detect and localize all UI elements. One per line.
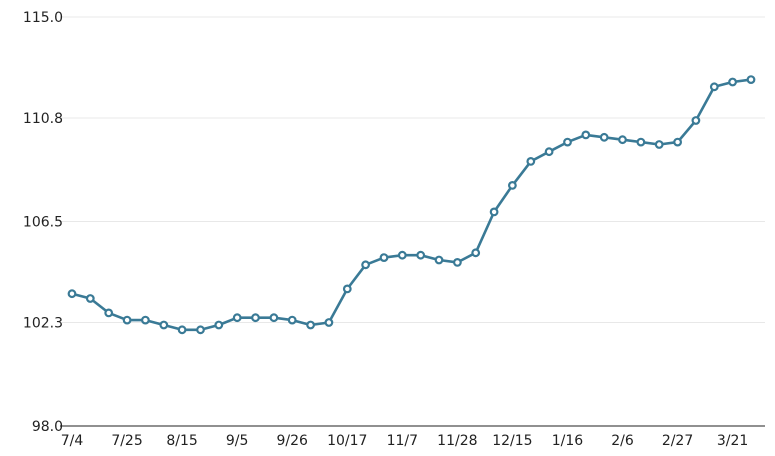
data-point[interactable] xyxy=(599,132,609,142)
data-point[interactable] xyxy=(581,130,591,140)
data-point[interactable] xyxy=(342,284,352,294)
x-tick-label: 1/16 xyxy=(552,433,584,449)
x-tick-label: 2/6 xyxy=(611,433,634,449)
y-tick-label: 115.0 xyxy=(23,10,63,26)
data-point[interactable] xyxy=(728,77,737,87)
x-tick-label: 7/25 xyxy=(111,433,142,449)
x-tick-label: 9/5 xyxy=(226,433,249,449)
data-point[interactable] xyxy=(177,325,187,335)
y-tick-label: 98.0 xyxy=(32,419,63,435)
data-point[interactable] xyxy=(196,325,205,335)
data-point[interactable] xyxy=(434,255,444,265)
x-tick-label: 3/21 xyxy=(717,433,748,449)
y-tick-label: 102.3 xyxy=(23,316,63,332)
data-point[interactable] xyxy=(361,260,371,270)
x-tick-label: 11/7 xyxy=(387,433,418,449)
x-tick-label: 12/15 xyxy=(492,433,532,449)
x-tick-label: 7/4 xyxy=(61,433,84,449)
data-point[interactable] xyxy=(85,294,95,303)
x-tick-label: 8/15 xyxy=(166,433,197,449)
data-point[interactable] xyxy=(232,313,242,323)
series-line xyxy=(70,78,753,332)
data-point[interactable] xyxy=(324,318,334,327)
data-point[interactable] xyxy=(104,308,114,318)
series-group xyxy=(67,75,756,335)
data-point[interactable] xyxy=(691,116,701,125)
x-tick-label: 2/27 xyxy=(662,433,693,449)
data-point[interactable] xyxy=(526,156,536,166)
data-point[interactable] xyxy=(453,258,462,267)
data-point[interactable] xyxy=(140,315,150,325)
data-point[interactable] xyxy=(508,180,517,190)
data-point[interactable] xyxy=(746,75,756,84)
data-point[interactable] xyxy=(67,289,77,299)
data-point[interactable] xyxy=(122,315,132,325)
data-point[interactable] xyxy=(654,140,664,149)
data-point[interactable] xyxy=(306,320,316,330)
data-point[interactable] xyxy=(544,147,554,157)
data-point[interactable] xyxy=(287,315,297,325)
data-point[interactable] xyxy=(379,253,389,263)
data-point[interactable] xyxy=(251,313,260,323)
x-axis-labels: 7/4 7/25 8/15 9/5 9/26 10/17 11/7 11/28 12/15 1/1… xyxy=(61,433,749,449)
y-axis-labels: 98.0 102.3 106.5 110.8 115.0 xyxy=(23,10,63,435)
data-point[interactable] xyxy=(416,250,426,260)
data-point[interactable] xyxy=(397,250,407,260)
y-tick-label: 110.8 xyxy=(23,111,63,127)
x-tick-label: 11/28 xyxy=(437,433,477,449)
x-tick-label: 9/26 xyxy=(276,433,308,449)
grid-lines xyxy=(60,16,765,324)
data-point[interactable] xyxy=(618,135,627,145)
y-tick-label: 106.5 xyxy=(23,215,63,231)
data-point[interactable] xyxy=(159,320,169,330)
data-point[interactable] xyxy=(471,248,481,258)
data-point[interactable] xyxy=(269,313,279,323)
data-point[interactable] xyxy=(489,207,499,217)
data-point[interactable] xyxy=(673,137,682,147)
data-point[interactable] xyxy=(214,320,224,330)
x-tick-label: 10/17 xyxy=(327,433,367,449)
data-point[interactable] xyxy=(563,137,572,147)
data-point[interactable] xyxy=(709,82,719,92)
data-point[interactable] xyxy=(636,137,646,147)
